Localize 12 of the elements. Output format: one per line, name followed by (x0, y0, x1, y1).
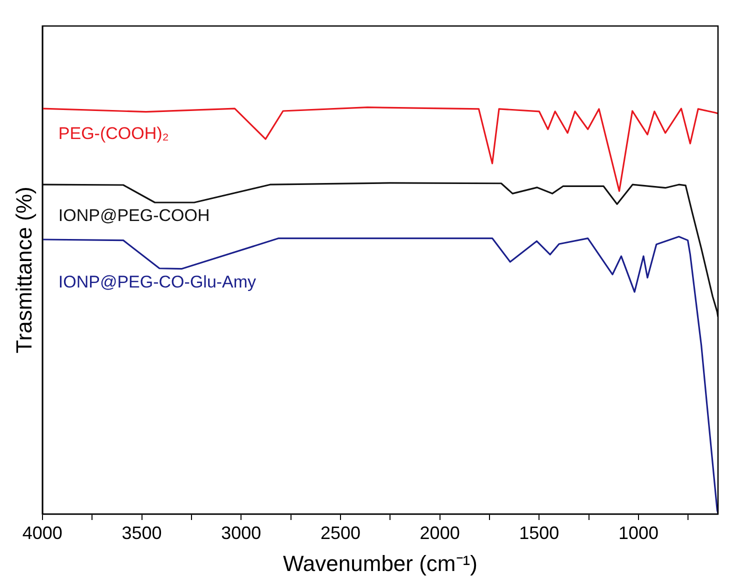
y-axis-title: Trasmittance (%) (11, 186, 36, 354)
x-tick-label: 1500 (519, 522, 560, 543)
x-tick-label: 3000 (221, 522, 262, 543)
x-tick-label: 2000 (420, 522, 460, 543)
series-label: IONP@PEG-COOH (58, 206, 210, 226)
series-label: IONP@PEG-CO-Glu-Amy (58, 272, 257, 292)
x-tick-label: 3500 (122, 522, 162, 543)
series-label: PEG-(COOH)₂ (58, 124, 169, 144)
x-tick-label: 2500 (320, 522, 360, 543)
x-tick-label: 4000 (22, 522, 62, 543)
x-axis-title: Wavenumber (cm⁻¹) (282, 550, 478, 576)
x-tick-label: 1000 (618, 522, 659, 543)
